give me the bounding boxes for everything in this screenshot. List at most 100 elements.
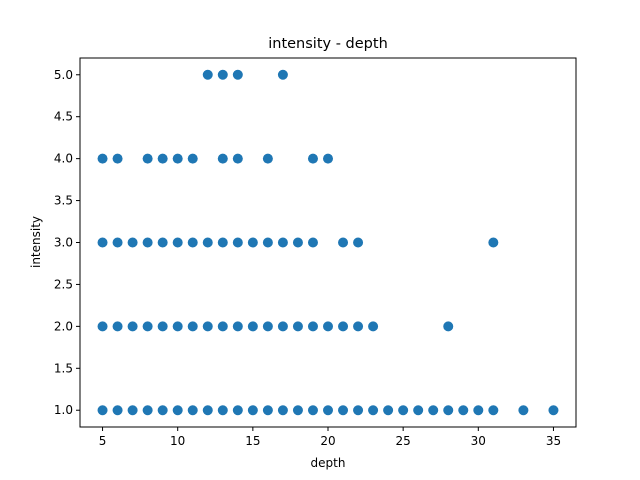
data-point <box>142 321 153 332</box>
data-point <box>142 153 153 164</box>
data-point <box>398 405 409 416</box>
y-tick-label: 4.5 <box>54 110 73 124</box>
data-point <box>232 321 243 332</box>
data-point <box>383 405 394 416</box>
data-point <box>232 153 243 164</box>
data-point <box>353 321 364 332</box>
data-point <box>187 405 198 416</box>
data-point <box>323 405 333 416</box>
data-point <box>97 153 108 164</box>
x-axis-label: depth <box>311 456 346 470</box>
data-point <box>307 237 318 248</box>
data-point <box>488 237 499 248</box>
x-axis-ticks: 5 10 15 20 25 30 35 <box>99 427 561 448</box>
data-point <box>473 405 484 416</box>
data-point <box>323 153 333 164</box>
data-point <box>172 321 183 332</box>
data-point <box>353 405 364 416</box>
data-point <box>488 405 499 416</box>
x-tick-label: 30 <box>471 434 486 448</box>
data-point <box>142 237 153 248</box>
data-point <box>217 237 228 248</box>
data-point <box>262 405 273 416</box>
data-point <box>277 405 288 416</box>
data-point <box>247 321 258 332</box>
data-point <box>157 237 168 248</box>
data-point <box>277 69 288 80</box>
data-point <box>368 321 379 332</box>
data-point <box>202 405 213 416</box>
y-axis-label: intensity <box>29 216 43 268</box>
data-point <box>292 321 303 332</box>
y-tick-label: 4.0 <box>54 152 73 166</box>
data-point <box>202 237 213 248</box>
y-tick-label: 2.0 <box>54 319 73 333</box>
data-point <box>247 237 258 248</box>
data-point <box>458 405 469 416</box>
data-point <box>172 153 183 164</box>
data-point <box>353 237 364 248</box>
data-point <box>142 405 153 416</box>
data-point <box>338 321 349 332</box>
data-point <box>247 405 258 416</box>
y-tick-label: 3.0 <box>54 236 73 250</box>
data-point <box>443 321 454 332</box>
data-point <box>323 321 333 332</box>
chart-title: intensity - depth <box>268 36 388 52</box>
data-point <box>217 69 228 80</box>
data-point <box>262 237 273 248</box>
y-tick-label: 2.5 <box>54 277 73 291</box>
data-point <box>277 237 288 248</box>
x-tick-label: 25 <box>396 434 411 448</box>
data-point <box>277 321 288 332</box>
data-point <box>187 321 198 332</box>
data-point <box>112 153 123 164</box>
data-point <box>428 405 439 416</box>
data-point <box>97 405 108 416</box>
data-point <box>172 405 183 416</box>
data-point <box>307 153 318 164</box>
data-point <box>292 237 303 248</box>
y-tick-label: 5.0 <box>54 68 73 82</box>
x-tick-label: 5 <box>99 434 107 448</box>
data-point <box>413 405 424 416</box>
data-point <box>127 321 138 332</box>
data-point <box>232 405 243 416</box>
x-tick-label: 15 <box>245 434 260 448</box>
data-point <box>172 237 183 248</box>
y-tick-label: 1.5 <box>54 361 73 375</box>
data-point <box>292 405 303 416</box>
data-point <box>202 69 213 80</box>
data-point <box>127 237 138 248</box>
y-tick-label: 3.5 <box>54 194 73 208</box>
data-point <box>112 237 123 248</box>
data-point <box>202 321 213 332</box>
data-point <box>262 153 273 164</box>
x-tick-label: 35 <box>546 434 561 448</box>
data-point <box>157 321 168 332</box>
y-axis-ticks: 1.0 1.5 2.0 2.5 3.0 3.5 4.0 4.5 5.0 <box>54 68 80 417</box>
data-point <box>157 153 168 164</box>
data-point <box>338 237 349 248</box>
data-point <box>187 237 198 248</box>
data-point <box>232 237 243 248</box>
data-point <box>232 69 243 80</box>
data-point <box>443 405 454 416</box>
x-tick-label: 20 <box>320 434 335 448</box>
data-point <box>112 321 123 332</box>
data-point <box>307 321 318 332</box>
data-point <box>262 321 273 332</box>
data-point <box>217 321 228 332</box>
data-point <box>307 405 318 416</box>
data-point <box>127 405 138 416</box>
x-tick-label: 10 <box>170 434 185 448</box>
data-point <box>518 405 529 416</box>
data-point <box>112 405 123 416</box>
data-point <box>217 405 228 416</box>
data-point <box>157 405 168 416</box>
data-point <box>97 321 108 332</box>
y-tick-label: 1.0 <box>54 403 73 417</box>
data-point <box>368 405 379 416</box>
data-point <box>97 237 108 248</box>
data-point <box>338 405 349 416</box>
